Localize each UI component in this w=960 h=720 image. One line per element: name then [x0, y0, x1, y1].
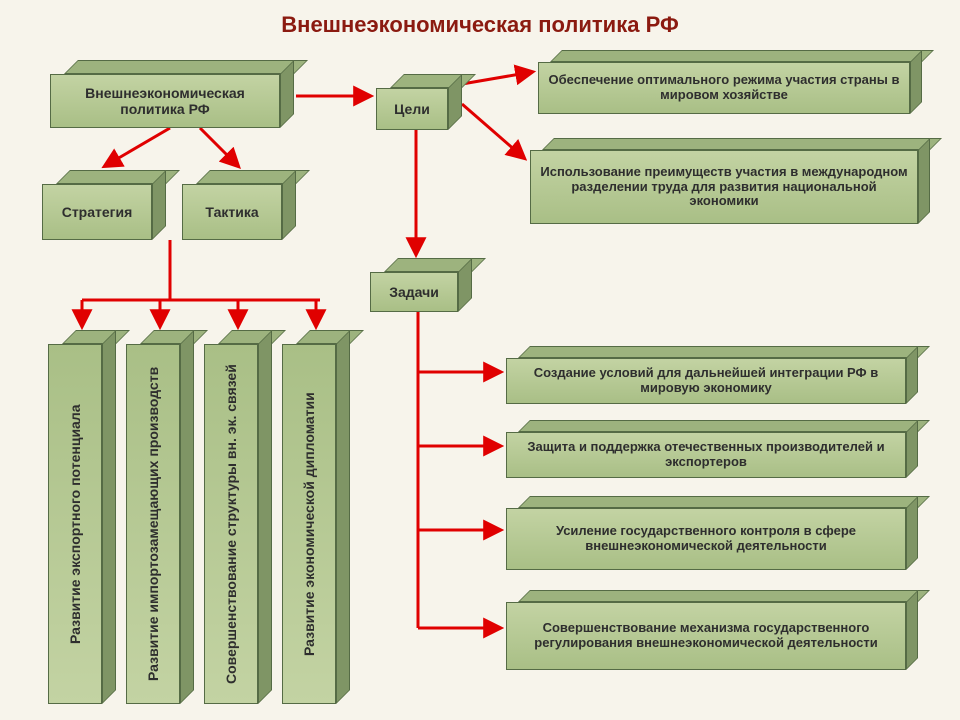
box-task4-label: Совершенствование механизма государствен… — [506, 602, 906, 670]
box-bar4: Развитие экономической дипломатии — [282, 330, 350, 704]
box-goal1-label: Обеспечение оптимального режима участия … — [538, 62, 910, 114]
box-goal2-label: Использование преимуществ участия в межд… — [530, 150, 918, 224]
box-task3: Усиление государственного контроля в сфе… — [506, 496, 918, 570]
arrow-main — [200, 128, 238, 166]
box-task3-label: Усиление государственного контроля в сфе… — [506, 508, 906, 570]
box-bar1: Развитие экспортного потенциала — [48, 330, 116, 704]
box-bar4-label: Развитие экономической дипломатии — [282, 344, 336, 704]
box-goals: Цели — [376, 74, 462, 130]
box-bar2-label: Развитие импортозамещающих производств — [126, 344, 180, 704]
box-main: Внешнеэкономическая политика РФ — [50, 60, 294, 128]
page-title: Внешнеэкономическая политика РФ — [0, 12, 960, 38]
box-task1: Создание условий для дальнейшей интеграц… — [506, 346, 918, 404]
arrow-main — [105, 128, 170, 166]
box-task1-label: Создание условий для дальнейшей интеграц… — [506, 358, 906, 404]
box-bar1-label: Развитие экспортного потенциала — [48, 344, 102, 704]
box-goals-label: Цели — [376, 88, 448, 130]
box-task2: Защита и поддержка отечественных произво… — [506, 420, 918, 478]
box-bar3-label: Совершенствование структуры вн. эк. связ… — [204, 344, 258, 704]
box-tasks-label: Задачи — [370, 272, 458, 312]
box-main-label: Внешнеэкономическая политика РФ — [50, 74, 280, 128]
box-strategy-label: Стратегия — [42, 184, 152, 240]
box-task4: Совершенствование механизма государствен… — [506, 590, 918, 670]
box-bar3: Совершенствование структуры вн. эк. связ… — [204, 330, 272, 704]
box-strategy: Стратегия — [42, 170, 166, 240]
box-tasks: Задачи — [370, 258, 472, 312]
box-bar2: Развитие импортозамещающих производств — [126, 330, 194, 704]
box-goal2: Использование преимуществ участия в межд… — [530, 138, 930, 224]
box-goal1: Обеспечение оптимального режима участия … — [538, 50, 922, 114]
arrow-goals_to_g2 — [462, 104, 524, 158]
box-task2-label: Защита и поддержка отечественных произво… — [506, 432, 906, 478]
box-tactics: Тактика — [182, 170, 296, 240]
box-tactics-label: Тактика — [182, 184, 282, 240]
